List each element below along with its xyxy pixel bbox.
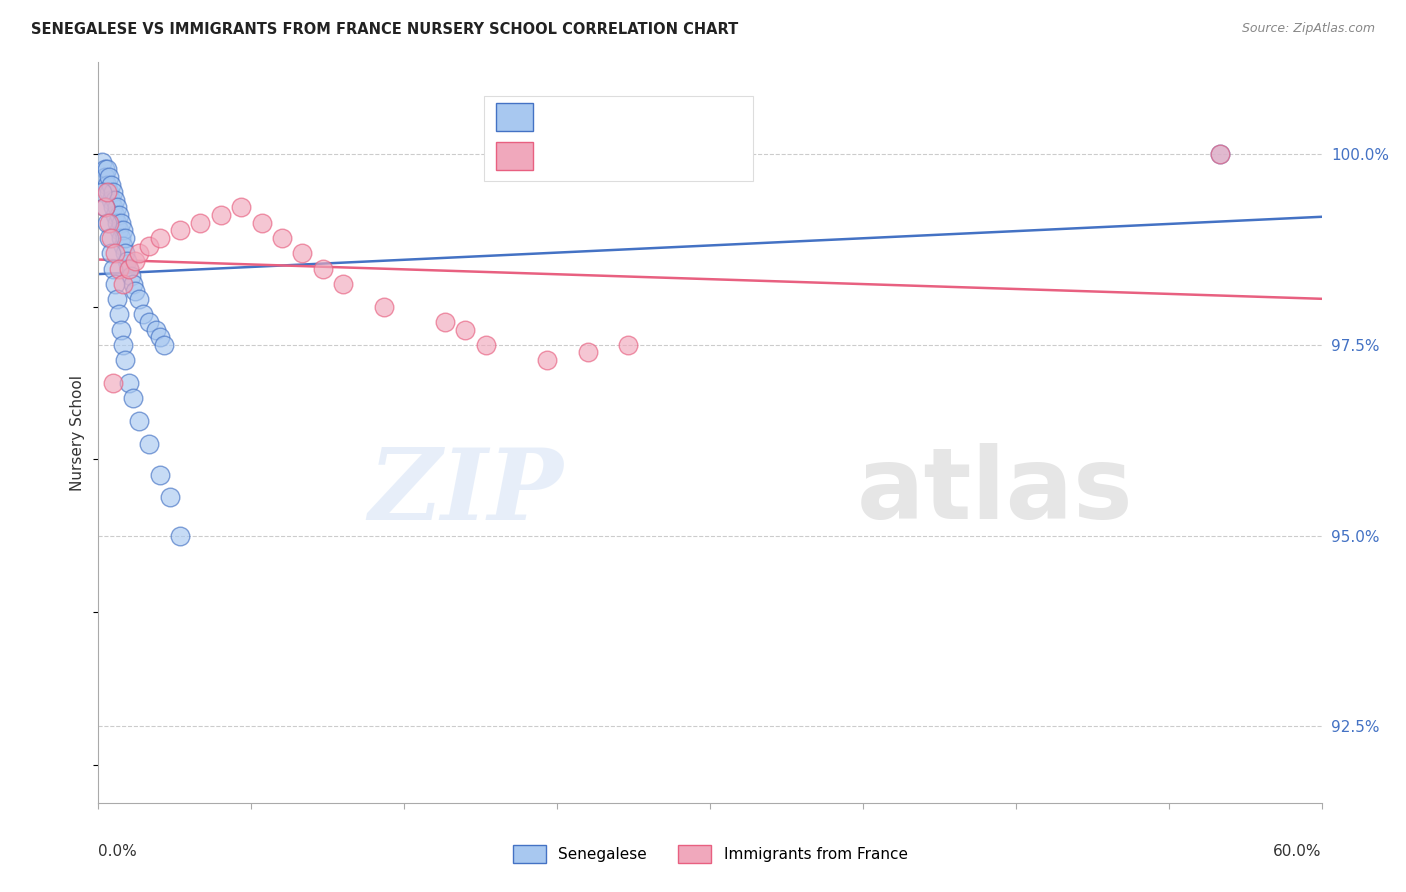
Point xyxy=(100,246,122,260)
Point xyxy=(104,277,127,291)
Point xyxy=(128,414,150,428)
Point xyxy=(111,223,134,237)
Point xyxy=(93,162,115,177)
Point xyxy=(124,285,146,299)
Point xyxy=(110,216,132,230)
Point xyxy=(250,216,273,230)
Point xyxy=(1208,147,1232,161)
Point xyxy=(188,216,212,230)
Point xyxy=(101,185,124,199)
Point xyxy=(100,178,122,192)
Text: atlas: atlas xyxy=(856,443,1133,541)
Point xyxy=(101,261,124,276)
Point xyxy=(149,330,172,344)
Point xyxy=(138,238,160,252)
Point xyxy=(617,338,640,352)
Point xyxy=(332,277,354,291)
Point xyxy=(138,437,160,451)
Point xyxy=(118,261,141,276)
Point xyxy=(93,201,115,215)
Point xyxy=(122,277,145,291)
Point xyxy=(105,201,128,215)
Point xyxy=(104,208,127,222)
Point xyxy=(111,277,134,291)
Point xyxy=(152,338,174,352)
FancyBboxPatch shape xyxy=(496,142,533,169)
Text: Source: ZipAtlas.com: Source: ZipAtlas.com xyxy=(1241,22,1375,36)
Point xyxy=(120,269,142,284)
Point xyxy=(114,246,136,260)
Point xyxy=(96,216,118,230)
Point xyxy=(97,169,120,184)
Point xyxy=(101,376,124,390)
Point xyxy=(231,201,253,215)
Point xyxy=(104,193,127,207)
Point xyxy=(101,201,124,215)
Point xyxy=(312,261,335,276)
FancyBboxPatch shape xyxy=(484,95,752,181)
Text: 60.0%: 60.0% xyxy=(1274,844,1322,858)
Point xyxy=(108,223,131,237)
Point xyxy=(96,185,118,199)
Point xyxy=(100,231,122,245)
Point xyxy=(96,162,118,177)
Point xyxy=(104,246,127,260)
Point xyxy=(132,307,155,321)
Y-axis label: Nursery School: Nursery School xyxy=(70,375,86,491)
Point xyxy=(169,529,191,543)
Point xyxy=(149,467,172,482)
Point xyxy=(105,216,128,230)
Point xyxy=(91,185,114,199)
Point xyxy=(105,292,128,306)
Point xyxy=(270,231,294,245)
Text: R = 0.382: R = 0.382 xyxy=(543,144,626,161)
Point xyxy=(118,376,141,390)
Point xyxy=(124,253,146,268)
Point xyxy=(97,231,120,245)
Text: 0.0%: 0.0% xyxy=(98,844,138,858)
Point xyxy=(111,238,134,252)
Point xyxy=(576,345,599,359)
Point xyxy=(209,208,232,222)
Point xyxy=(138,315,160,329)
Point xyxy=(1208,147,1232,161)
FancyBboxPatch shape xyxy=(496,103,533,131)
Point xyxy=(373,300,395,314)
Point xyxy=(108,208,131,222)
Text: SENEGALESE VS IMMIGRANTS FROM FRANCE NURSERY SCHOOL CORRELATION CHART: SENEGALESE VS IMMIGRANTS FROM FRANCE NUR… xyxy=(31,22,738,37)
Point xyxy=(118,261,141,276)
Point xyxy=(169,223,191,237)
Point xyxy=(115,253,138,268)
Point xyxy=(149,231,172,245)
Point xyxy=(128,292,150,306)
Point xyxy=(122,391,145,405)
Point xyxy=(159,491,181,505)
Point xyxy=(93,169,115,184)
Point xyxy=(93,201,115,215)
Text: ZIP: ZIP xyxy=(368,443,564,540)
Point xyxy=(91,154,114,169)
Legend: Senegalese, Immigrants from France: Senegalese, Immigrants from France xyxy=(506,839,914,869)
Point xyxy=(114,231,136,245)
Point xyxy=(454,322,477,336)
Point xyxy=(145,322,167,336)
Text: R = 0.481: R = 0.481 xyxy=(543,104,626,122)
Point xyxy=(128,246,150,260)
Point xyxy=(110,231,132,245)
Point xyxy=(433,315,456,329)
Point xyxy=(111,338,134,352)
Text: N = 54: N = 54 xyxy=(643,104,700,122)
Text: N = 30: N = 30 xyxy=(643,144,700,161)
Point xyxy=(108,261,131,276)
Point xyxy=(291,246,314,260)
Point xyxy=(100,193,122,207)
Point xyxy=(97,216,120,230)
Point xyxy=(110,322,132,336)
Point xyxy=(114,353,136,368)
Point xyxy=(108,307,131,321)
Point xyxy=(536,353,558,368)
Point xyxy=(474,338,498,352)
Point xyxy=(97,185,120,199)
Point xyxy=(96,178,118,192)
